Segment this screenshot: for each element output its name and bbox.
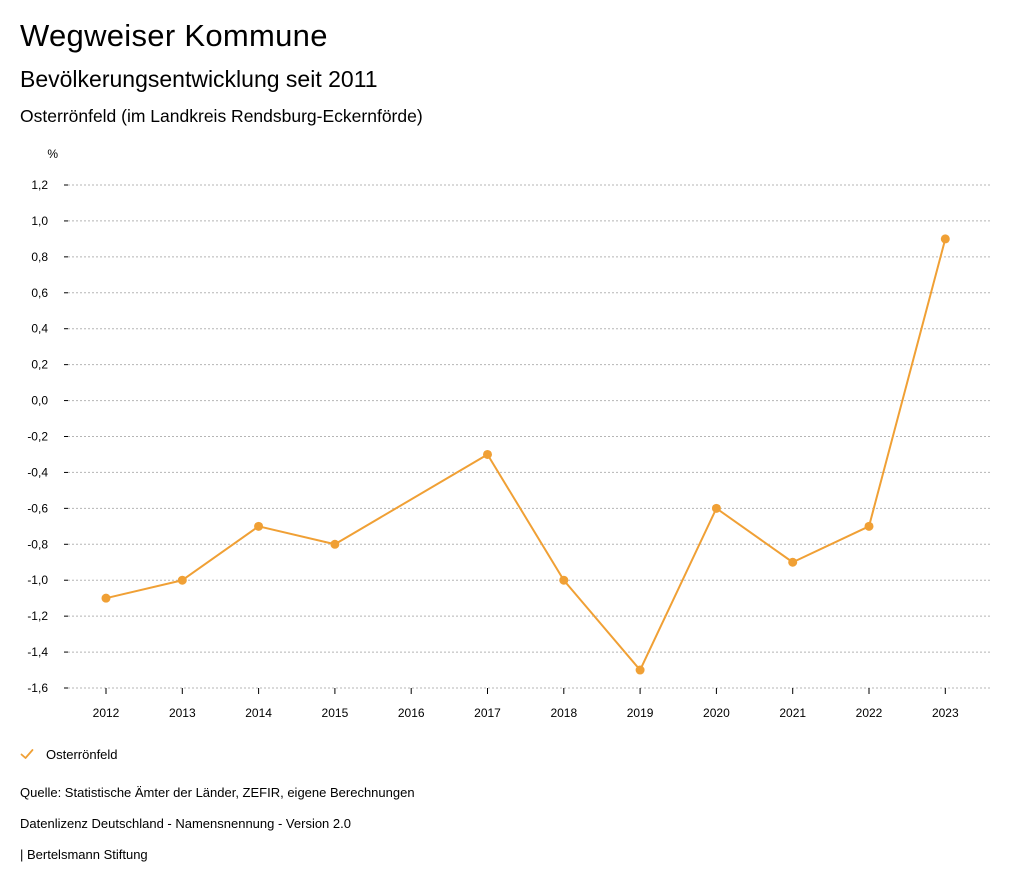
y-tick-label: -0,8 bbox=[27, 537, 48, 551]
series-line bbox=[105, 238, 947, 672]
chart-subtitle: Bevölkerungsentwicklung seit 2011 bbox=[20, 66, 378, 92]
legend-label-osterroenfeld: Osterrönfeld bbox=[46, 746, 118, 762]
page-title: Wegweiser Kommune bbox=[20, 18, 328, 53]
x-tick-label: 2019 bbox=[627, 706, 654, 720]
data-points[interactable]: 2012: -1,1 2013: -1 2014: -0,7 2015: -0,8 20… bbox=[101, 234, 950, 675]
population-line-chart: % 1,2 1,0 0,8 0,6 0,4 0,2 0,0 -0,2 -0,4 -0,6 -0,8 -1… bbox=[27, 147, 990, 720]
y-tick-label: 0,6 bbox=[31, 286, 48, 300]
x-tick-label: 2020 bbox=[703, 706, 730, 720]
y-tick-label: -1,0 bbox=[27, 573, 48, 587]
x-tick-label: 2023 bbox=[932, 706, 959, 720]
y-tick-label: -0,4 bbox=[27, 465, 48, 479]
x-tick-label: 2017 bbox=[474, 706, 501, 720]
x-tick-label: 2014 bbox=[245, 706, 272, 720]
series-lines bbox=[105, 238, 947, 672]
data-point[interactable]: 2021: -0,9 bbox=[788, 557, 798, 567]
y-tick-label: -0,2 bbox=[27, 430, 48, 444]
axes: % 1,2 1,0 0,8 0,6 0,4 0,2 0,0 -0,2 -0,4 -0,6 -0,8 -1… bbox=[27, 147, 959, 720]
y-tick-label: 0,0 bbox=[31, 394, 48, 408]
x-tick-label: 2021 bbox=[779, 706, 806, 720]
x-tick-label: 2012 bbox=[93, 706, 120, 720]
data-point[interactable]: 2019: -1,5 bbox=[635, 665, 645, 675]
data-point[interactable]: 2022: -0,7 bbox=[864, 521, 874, 531]
y-tick-label: 0,8 bbox=[31, 250, 48, 264]
publisher-note: | Bertelsmann Stiftung bbox=[20, 847, 148, 862]
source-note: Quelle: Statistische Ämter der Länder, Z… bbox=[20, 785, 415, 800]
data-point[interactable]: 2017: -0,3 bbox=[483, 449, 492, 459]
x-tick-label: 2018 bbox=[550, 706, 577, 720]
y-tick-label: -1,6 bbox=[27, 681, 48, 695]
data-point[interactable]: 2013: -1 bbox=[177, 575, 187, 585]
data-point[interactable]: 2018: -1 bbox=[559, 575, 569, 585]
data-point[interactable]: 2014: -0,7 bbox=[254, 521, 264, 531]
y-tick-label: 0,2 bbox=[31, 358, 48, 372]
x-tick-label: 2022 bbox=[856, 706, 883, 720]
y-tick-label: 1,0 bbox=[31, 214, 48, 228]
x-tick-label: 2016 bbox=[398, 706, 425, 720]
x-tick-label: 2015 bbox=[322, 706, 349, 720]
license-note: Datenlizenz Deutschland - Namensnennung … bbox=[20, 816, 351, 831]
data-point[interactable]: 2012: -1,1 bbox=[101, 593, 111, 603]
check-icon bbox=[20, 749, 34, 759]
x-tick-label: 2013 bbox=[169, 706, 196, 720]
y-tick-label: 0,4 bbox=[31, 322, 48, 336]
grid-lines bbox=[68, 184, 990, 689]
data-point[interactable]: 2023: 0,9 bbox=[940, 234, 950, 244]
data-point[interactable]: 2015: -0,8 bbox=[330, 539, 340, 549]
y-tick-label: -1,4 bbox=[27, 645, 48, 659]
municipality-label: Osterrönfeld (im Landkreis Rendsburg-Eck… bbox=[20, 106, 423, 126]
y-tick-label: 1,2 bbox=[31, 178, 48, 192]
y-tick-label: -1,2 bbox=[27, 609, 48, 623]
y-tick-label: -0,6 bbox=[27, 501, 48, 515]
y-axis-unit-label: % bbox=[47, 147, 58, 161]
chart-legend[interactable]: Osterrönfeld bbox=[20, 744, 118, 764]
data-point[interactable]: 2020: -0,6 bbox=[711, 503, 721, 513]
